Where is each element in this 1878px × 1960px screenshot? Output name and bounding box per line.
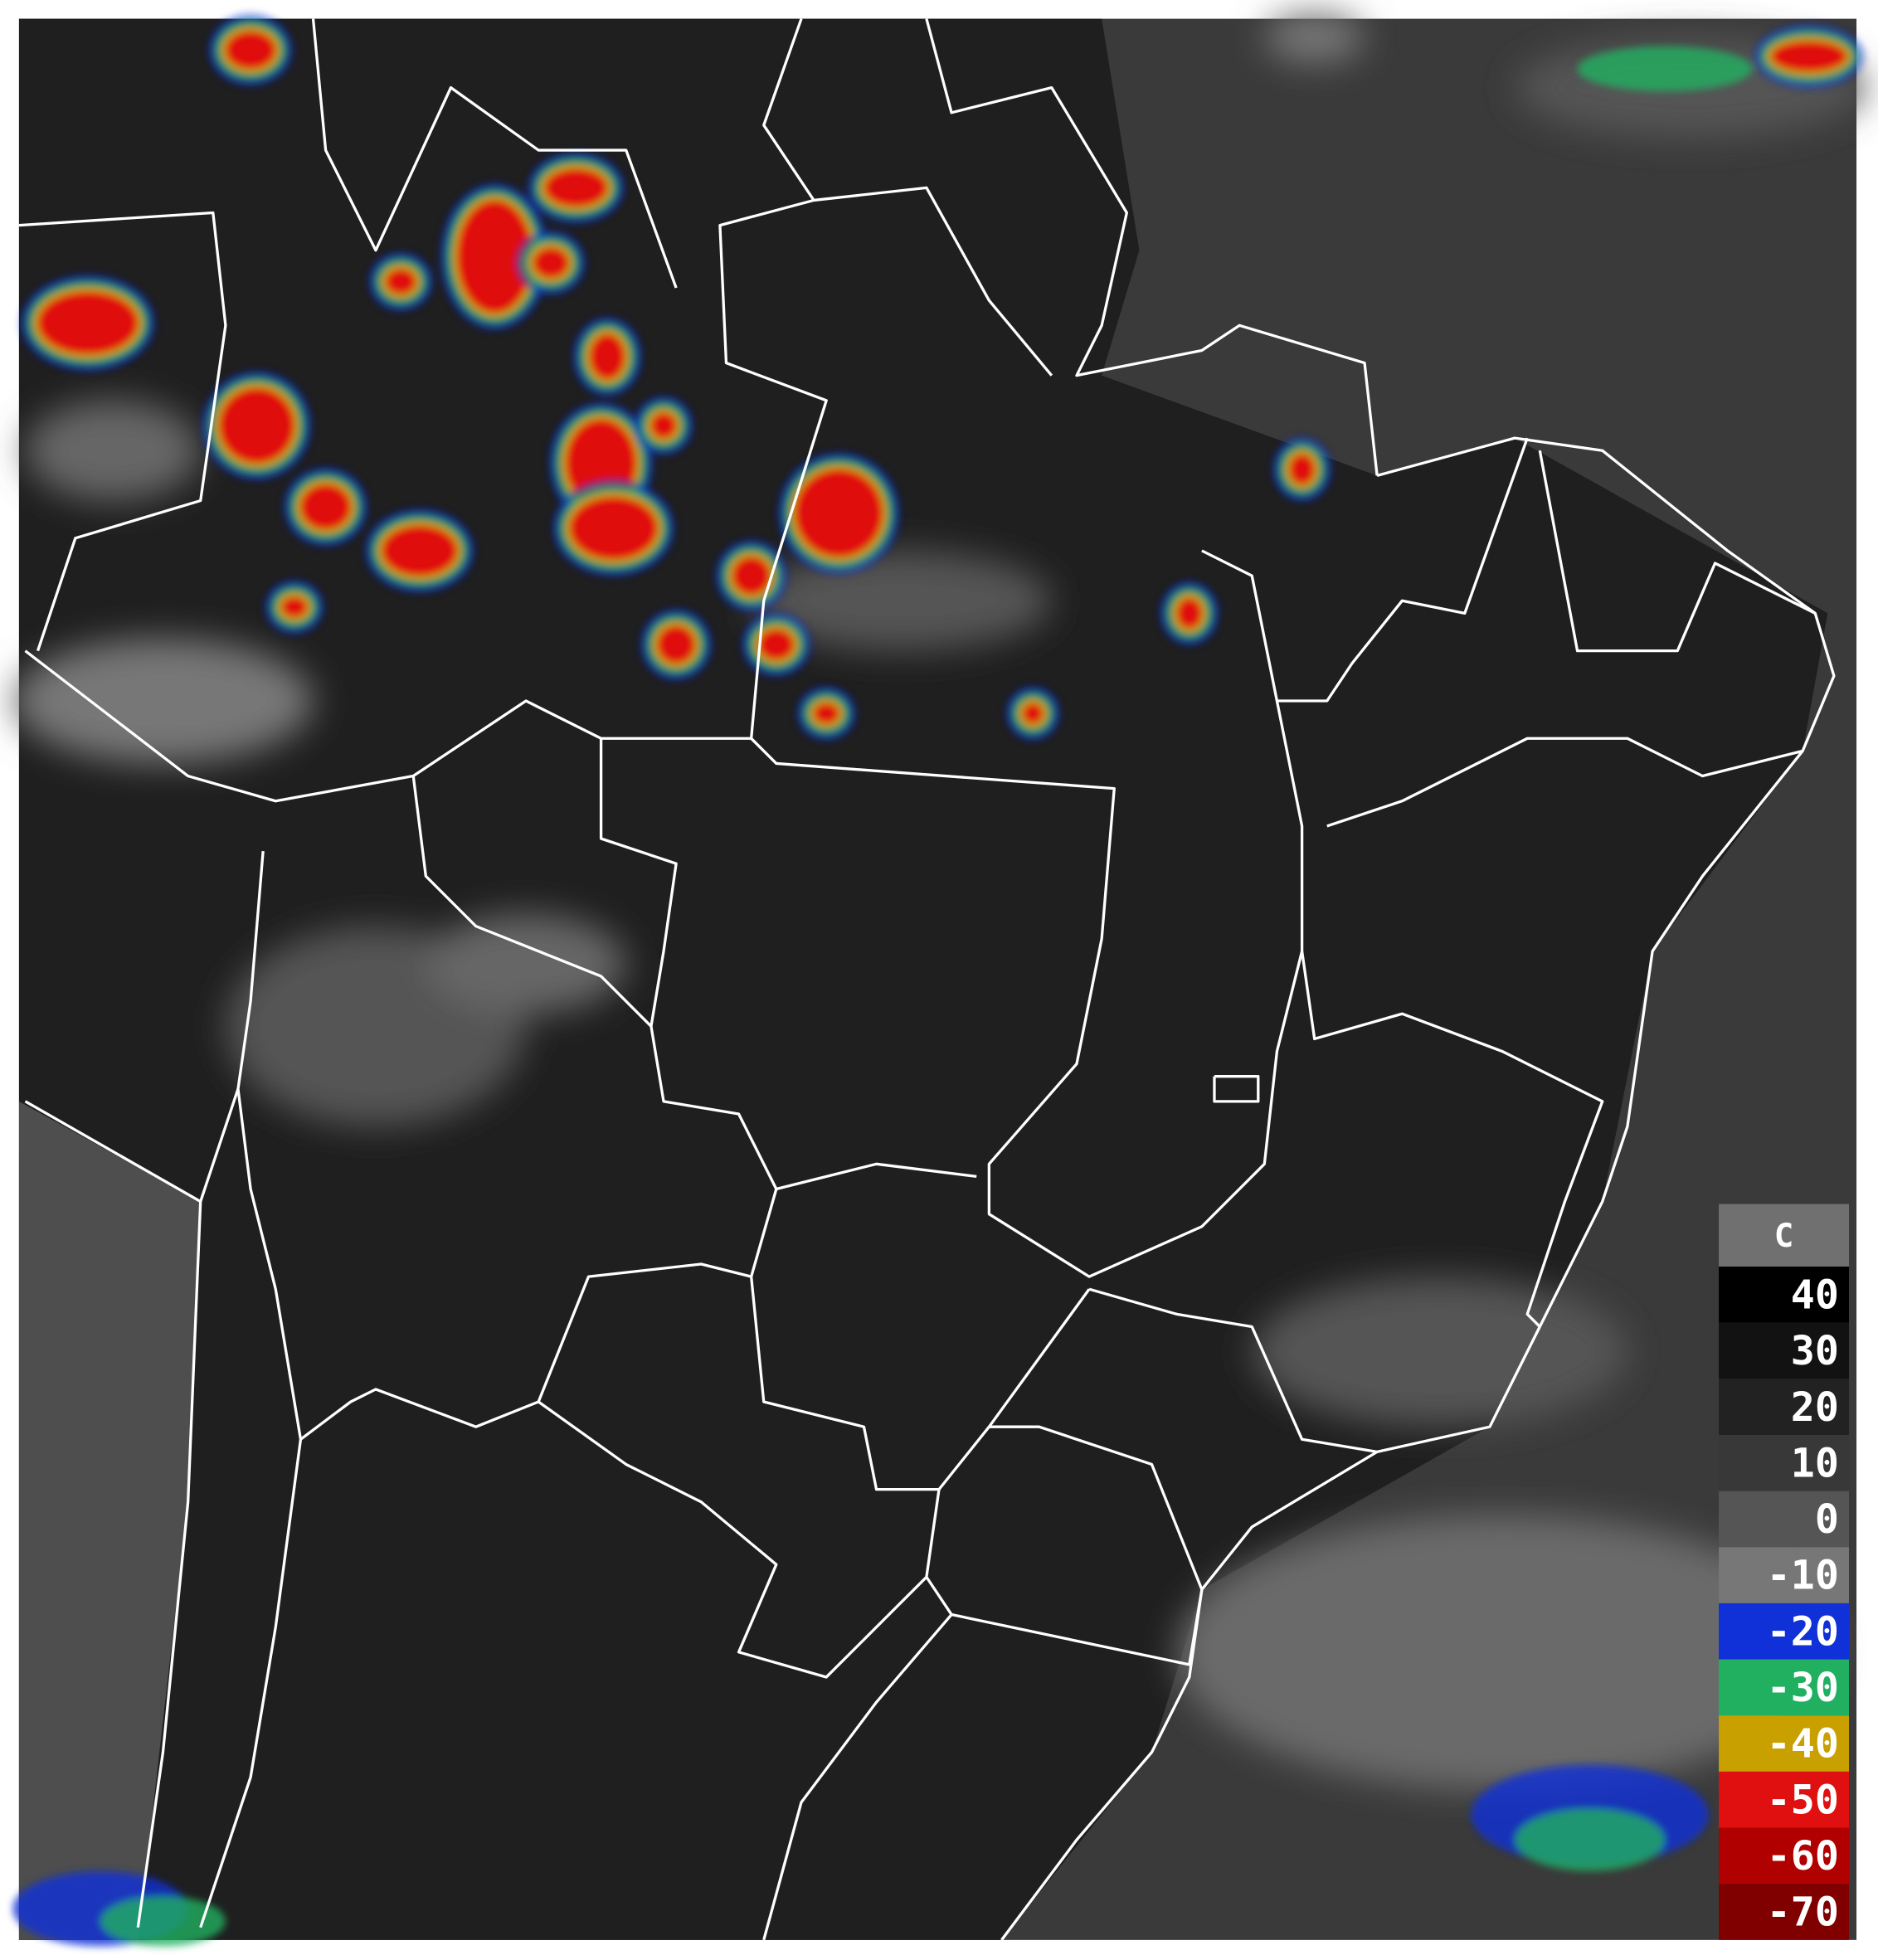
legend-swatch xyxy=(1719,1379,1849,1435)
cell-core xyxy=(814,703,839,724)
legend-swatch xyxy=(1719,1715,1849,1772)
border xyxy=(1000,436,1836,1941)
cell-core xyxy=(758,629,794,660)
cell-core xyxy=(382,525,458,576)
border xyxy=(925,18,1379,476)
cell-core xyxy=(457,200,533,314)
legend: C 40 30 20 10 0 -10 -20 -30 -40 -50 -60 -70 xyxy=(1719,1204,1849,1940)
cell-core xyxy=(533,247,569,278)
legend-label: -30 xyxy=(1767,1665,1839,1711)
border xyxy=(762,1613,953,1941)
cell-core xyxy=(1771,41,1846,72)
legend-label: 0 xyxy=(1815,1496,1839,1543)
cell-core xyxy=(1289,454,1315,484)
border xyxy=(299,1262,752,1441)
cloud xyxy=(1264,12,1365,63)
legend-swatch xyxy=(1719,1434,1849,1491)
border xyxy=(24,1100,202,1928)
legend-label: -20 xyxy=(1767,1608,1839,1655)
legend-swatch xyxy=(1719,1491,1849,1548)
cloud xyxy=(426,913,626,1014)
cell-core xyxy=(386,269,416,294)
legend-swatch xyxy=(1719,1322,1849,1379)
continent xyxy=(18,18,1828,1940)
legend-label: 30 xyxy=(1791,1328,1839,1374)
cell-core xyxy=(657,625,695,664)
cell-core xyxy=(225,31,276,69)
border xyxy=(1213,1075,1260,1103)
pacific xyxy=(18,1101,201,1940)
legend-label: -60 xyxy=(1767,1833,1839,1880)
legend-label: -40 xyxy=(1767,1721,1839,1768)
cold-cloud xyxy=(100,1896,226,1947)
border xyxy=(1538,450,1817,653)
cell-core xyxy=(732,557,771,595)
border xyxy=(24,186,1053,803)
cell-core xyxy=(569,497,658,560)
border xyxy=(762,18,815,202)
legend-swatch xyxy=(1719,1547,1849,1603)
cold-cloud xyxy=(1577,46,1753,92)
border xyxy=(1277,437,1529,703)
legend-label: -10 xyxy=(1767,1553,1839,1599)
border xyxy=(1326,737,1803,828)
cell-core xyxy=(795,469,883,557)
cell-core xyxy=(590,333,625,380)
legend-swatch xyxy=(1719,1771,1849,1828)
cell-core xyxy=(219,387,294,464)
legend-label: 40 xyxy=(1791,1272,1839,1318)
cell-core xyxy=(1176,598,1202,629)
cloud xyxy=(25,400,201,501)
cell-core xyxy=(300,484,351,530)
cloud xyxy=(1176,1514,1828,1790)
legend-unit: C xyxy=(1774,1218,1794,1255)
border xyxy=(749,1189,1091,1491)
cell-core xyxy=(544,168,608,207)
cell-core xyxy=(650,412,677,439)
convective-cells xyxy=(12,13,1865,1947)
cold-cloud xyxy=(1515,1808,1666,1871)
border xyxy=(599,738,678,1027)
legend-header xyxy=(1719,1204,1849,1267)
border xyxy=(925,1425,1204,1666)
border xyxy=(311,18,678,289)
border xyxy=(411,776,977,1191)
cell-core xyxy=(281,596,307,617)
legend-swatch xyxy=(1719,1884,1849,1940)
legend-swatch xyxy=(1719,1603,1849,1660)
border xyxy=(199,1088,240,1203)
legend-swatch xyxy=(1719,1827,1849,1885)
legend-label: -70 xyxy=(1767,1889,1839,1936)
border xyxy=(199,850,303,1928)
legend-swatch xyxy=(1719,1267,1849,1323)
cell-core xyxy=(37,291,139,355)
borders xyxy=(18,18,1836,1941)
border xyxy=(750,549,1304,1278)
cloud xyxy=(751,550,1052,651)
cloud xyxy=(1252,1277,1627,1427)
legend-label: -50 xyxy=(1767,1777,1839,1823)
legend-label: 20 xyxy=(1791,1384,1839,1431)
border xyxy=(18,211,227,652)
cloud-haze xyxy=(12,12,1866,1790)
legend-label: 10 xyxy=(1791,1440,1839,1486)
legend-swatch xyxy=(1719,1659,1849,1716)
border xyxy=(1300,951,1604,1328)
cloud xyxy=(12,638,314,764)
border xyxy=(1088,1287,1378,1454)
cell-core xyxy=(1023,703,1044,724)
border xyxy=(538,1400,928,1679)
